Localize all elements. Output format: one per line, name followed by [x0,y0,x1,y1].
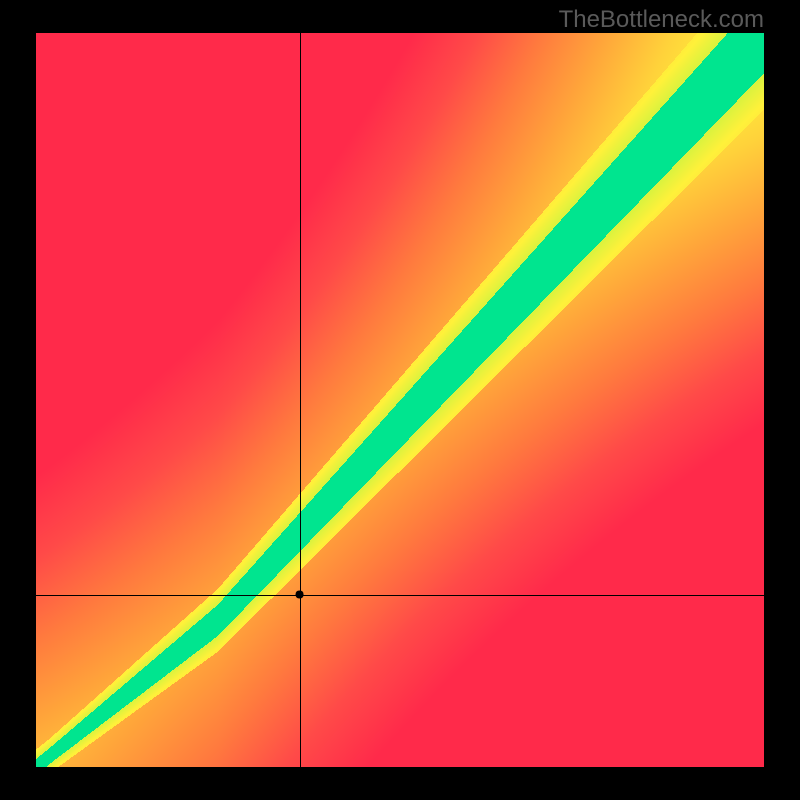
bottleneck-heatmap [36,33,764,767]
watermark-text: TheBottleneck.com [559,6,764,34]
chart-container: TheBottleneck.com [0,0,800,800]
